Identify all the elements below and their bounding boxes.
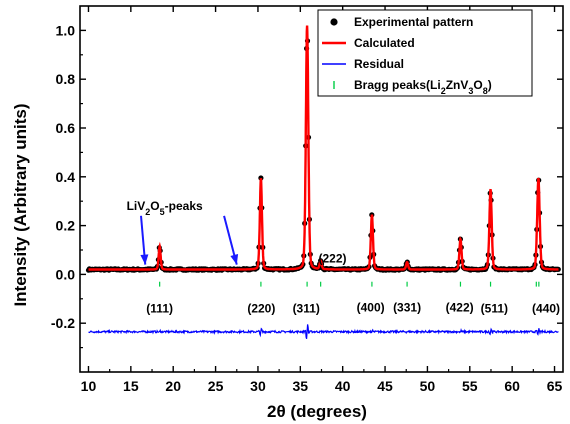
impurity-label: LiV2O5-peaks: [127, 199, 203, 217]
impurity-arrowhead: [230, 253, 239, 265]
y-tick-label: 0.6: [56, 120, 76, 136]
x-tick-label: 50: [420, 378, 436, 394]
y-tick-label: 1.0: [56, 22, 76, 38]
x-tick-label: 35: [293, 378, 309, 394]
x-tick-label: 30: [250, 378, 266, 394]
x-tick-label: 60: [504, 378, 520, 394]
legend-entry-label: Bragg peaks(Li2ZnV3O8): [354, 78, 492, 96]
miller-index-label: (511): [481, 302, 508, 316]
residual-layer: [88, 324, 559, 339]
legend: Experimental pattern Calculated Residual Br…: [317, 9, 533, 97]
x-tick-label: 15: [123, 378, 139, 394]
annotation-layer: (111) (220) (311) (222) (400) (331) (422) (511)…: [127, 199, 560, 315]
tick-label-layer: 10 15 20 25 30 35 40 45 50 55 60 65 -0.2 0.0 0.2 0.4 0.6…: [51, 22, 563, 394]
legend-symbol-dot: [330, 18, 338, 26]
x-tick-label: 65: [547, 378, 563, 394]
y-axis-title: Intensity (Arbitrary units): [11, 103, 30, 306]
miller-index-label: (331): [393, 300, 421, 314]
x-tick-label: 55: [462, 378, 478, 394]
impurity-arrowhead: [140, 254, 149, 265]
miller-index-label: (422): [446, 300, 474, 314]
y-tick-label: -0.2: [51, 315, 75, 331]
residual-line: [88, 324, 559, 339]
legend-entry-label: Experimental pattern: [354, 15, 473, 29]
legend-entry-label: Calculated: [354, 36, 415, 50]
x-tick-label: 10: [81, 378, 97, 394]
calculated-line: [88, 25, 559, 271]
miller-index-label: (311): [293, 302, 320, 316]
miller-index-label: (400): [357, 300, 385, 314]
miller-index-label: (222): [319, 252, 347, 266]
miller-index-label: (111): [146, 302, 173, 316]
x-tick-label: 45: [377, 378, 393, 394]
y-tick-label: 0.2: [56, 218, 76, 234]
x-tick-label: 20: [165, 378, 181, 394]
calculated-layer: [88, 25, 559, 271]
y-tick-label: 0.4: [56, 169, 76, 185]
x-axis-title: 2θ (degrees): [267, 402, 367, 421]
y-tick-label: 0.8: [56, 71, 76, 87]
y-tick-label: 0.0: [56, 266, 76, 282]
x-tick-label: 25: [208, 378, 224, 394]
miller-index-label: (440): [532, 302, 560, 316]
legend-box: [317, 9, 533, 97]
bragg-layer: [159, 281, 540, 287]
miller-index-label: (220): [247, 302, 275, 316]
legend-entry-label: Residual: [354, 57, 404, 71]
x-tick-label: 40: [335, 378, 351, 394]
